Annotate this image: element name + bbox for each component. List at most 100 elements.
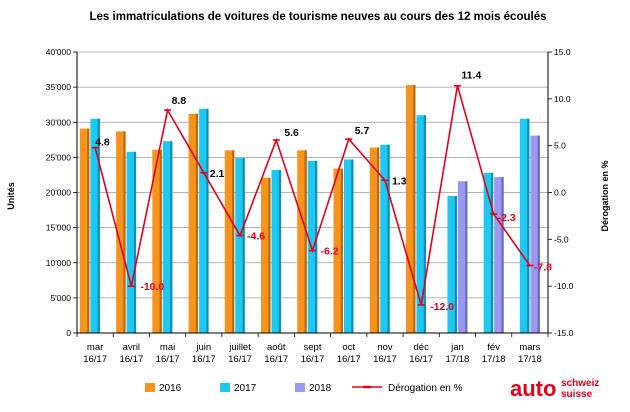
- bar-2017: [519, 118, 530, 333]
- legend-label-2017: 2017: [234, 383, 257, 394]
- x-tick-label: 16/17: [373, 354, 397, 365]
- bar-2016: [224, 150, 235, 333]
- bar-2016: [116, 131, 126, 333]
- bar-shade-2017: [206, 108, 209, 333]
- bar-2016: [369, 147, 380, 333]
- bar-2018: [457, 181, 468, 333]
- bar-shade-2016: [377, 147, 380, 333]
- y-tick-label: 25'000: [46, 152, 72, 162]
- bar-shade-2016: [232, 150, 235, 333]
- y2-tick-label: -10.0: [554, 281, 574, 291]
- bar-2017: [90, 118, 100, 333]
- y-tick-label: 15'000: [46, 223, 72, 233]
- derogation-data-label: -7.8: [534, 262, 552, 274]
- logo-schweiz-text: schweiz: [561, 378, 599, 389]
- x-tick-label: fév: [487, 342, 500, 353]
- bar-2017: [235, 158, 245, 333]
- bar-shade-2018: [501, 177, 504, 333]
- auto-schweiz-logo: auto schweiz suisse: [510, 376, 599, 401]
- bar-shade-2016: [123, 131, 126, 333]
- legend: 2016 2017 2018 Dérogation en %: [145, 383, 463, 394]
- derogation-data-label: 11.4: [461, 70, 481, 82]
- bar-2016: [333, 168, 343, 333]
- bar-2017: [307, 160, 318, 333]
- bars: [79, 85, 540, 333]
- x-tick-label: sept: [304, 342, 322, 353]
- x-tick-label: avril: [123, 342, 140, 353]
- derogation-data-label: -4.6: [247, 231, 265, 243]
- bar-shade-2016: [340, 168, 343, 333]
- bar-2017: [162, 141, 173, 333]
- bar-shade-2017: [423, 115, 426, 333]
- x-tick-label: juin: [195, 342, 211, 353]
- bar-shade-2016: [304, 150, 307, 333]
- y2-tick-label: -15.0: [554, 328, 574, 338]
- bar-shade-2017: [170, 141, 173, 333]
- derogation-data-label: 5.6: [284, 127, 299, 139]
- x-tick-label: 16/17: [83, 354, 107, 365]
- derogation-data-label: 2.1: [210, 168, 225, 180]
- derogation-data-label: 4.8: [95, 137, 110, 149]
- bar-2017: [199, 108, 209, 333]
- bar-shade-2016: [413, 85, 416, 333]
- bar-2016: [297, 150, 307, 333]
- y-tick-label: 35'000: [46, 82, 72, 92]
- bar-shade-2016: [87, 128, 90, 333]
- bar-shade-2017: [242, 158, 245, 333]
- bar-2017: [483, 172, 494, 333]
- y-tick-label: 5'000: [50, 293, 71, 303]
- bar-2016: [261, 177, 271, 333]
- y2-tick-label: 5.0: [554, 141, 566, 151]
- y-tick-label: 10'000: [46, 258, 72, 268]
- bar-2016: [79, 128, 90, 333]
- bar-shade-2017: [527, 118, 530, 333]
- bar-shade-2016: [268, 177, 271, 333]
- bar-2017: [343, 159, 354, 333]
- derogation-data-label: 1.3: [392, 175, 407, 187]
- x-tick-label: 16/17: [337, 354, 361, 365]
- x-tick-label: mai: [160, 342, 175, 353]
- y2-axis-title: Dérogation en %: [600, 160, 610, 231]
- bar-shade-2017: [387, 144, 390, 333]
- x-tick-label: juillet: [228, 342, 251, 353]
- x-tick-label: 16/17: [264, 354, 288, 365]
- legend-label-2018: 2018: [309, 383, 332, 394]
- x-tick-label: 16/17: [301, 354, 325, 365]
- bar-2016: [152, 149, 162, 333]
- logo-suisse-text: suisse: [561, 389, 593, 400]
- x-tick-label: 17/18: [446, 354, 470, 365]
- y-tick-label: 30'000: [46, 117, 72, 127]
- legend-label-derogation: Dérogation en %: [388, 383, 463, 394]
- bar-shade-2017: [315, 160, 318, 333]
- bar-2018: [530, 135, 540, 333]
- x-tick-label: 17/18: [482, 354, 506, 365]
- derogation-data-label: -12.0: [430, 301, 454, 313]
- bar-shade-2017: [97, 118, 100, 333]
- y2-tick-label: 15.0: [554, 47, 571, 57]
- bar-shade-2016: [195, 113, 199, 333]
- legend-swatch-2018: [295, 383, 305, 392]
- axes: 0 5'000 10'000 15'000 20'000 25'000 30'000 35'0…: [46, 47, 574, 365]
- legend-label-2016: 2016: [159, 383, 182, 394]
- y2-tick-label: 10.0: [554, 94, 571, 104]
- derogation-line: [91, 84, 534, 306]
- bar-2016: [188, 113, 199, 333]
- y-tick-label: 40'000: [46, 47, 72, 57]
- bar-shade-2017: [351, 159, 354, 333]
- x-tick-label: mar: [87, 342, 103, 353]
- x-tick-label: 16/17: [192, 354, 216, 365]
- x-tick-label: août: [267, 342, 286, 353]
- y-tick-label: 20'000: [46, 188, 72, 198]
- bar-2017: [271, 170, 282, 333]
- derogation-data-label: 5.7: [355, 125, 370, 137]
- bar-shade-2017: [133, 151, 137, 333]
- bar-2017: [380, 144, 390, 333]
- bar-shade-2018: [537, 135, 540, 333]
- x-tick-label: 16/17: [119, 354, 143, 365]
- x-tick-label: 16/17: [409, 354, 433, 365]
- logo-auto-text: auto: [510, 376, 556, 401]
- derogation-data-label: 8.8: [172, 95, 187, 107]
- bar-2018: [494, 177, 504, 333]
- y2-tick-label: -5.0: [554, 234, 569, 244]
